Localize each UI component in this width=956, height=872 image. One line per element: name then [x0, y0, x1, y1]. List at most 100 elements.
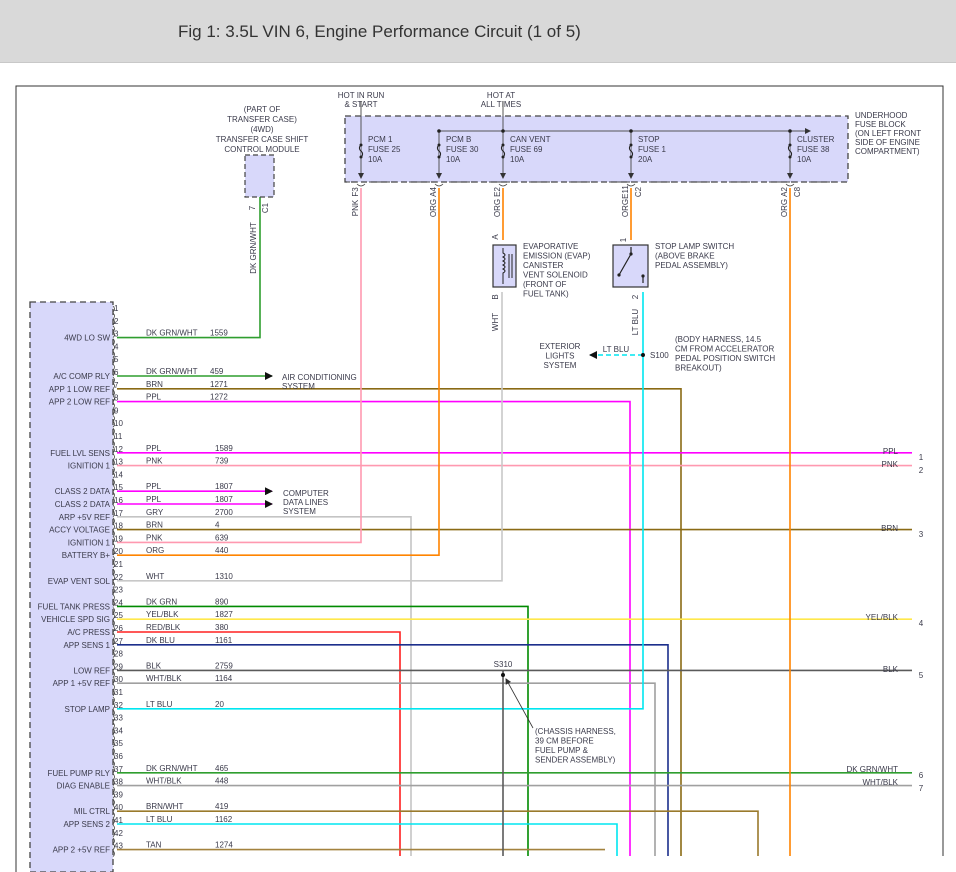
- pin-connector-mark: [112, 740, 115, 755]
- s310-location-label: SENDER ASSEMBLY): [535, 756, 616, 765]
- fuse-terminal-dot: [359, 155, 363, 159]
- ac-system-label: SYSTEM: [282, 382, 315, 391]
- fuse-rating: 10A: [446, 155, 461, 164]
- circuit-number: 1827: [215, 610, 233, 619]
- pin-number: 42: [114, 829, 123, 838]
- s310-leader-arrow: [505, 678, 534, 729]
- wire-color-label: DK GRN/WHT: [146, 764, 198, 773]
- wire-pin-40: [117, 810, 759, 856]
- pin-number: 11: [114, 432, 123, 441]
- evap-solenoid-label: FUEL TANK): [523, 290, 569, 299]
- s310-location-label: 39 CM BEFORE: [535, 737, 594, 746]
- pin-number: 41: [114, 816, 123, 825]
- pin-number: 15: [114, 483, 123, 492]
- pin-label: CLASS 2 DATA: [55, 500, 111, 509]
- hot-at-all-times-label: HOT AT: [487, 91, 515, 100]
- transfer-case-module-label: TRANSFER CASE): [227, 115, 297, 124]
- right-connector-number: 5: [919, 671, 924, 680]
- fuse-terminal-dot: [629, 143, 633, 147]
- pin-number: 34: [114, 726, 123, 735]
- pin-connector-mark: [112, 484, 115, 499]
- pin-number: 28: [114, 650, 123, 659]
- right-connector-number: 7: [919, 784, 924, 793]
- underhood-fuse-block: [344, 115, 849, 183]
- pin-number: 13: [114, 458, 123, 467]
- fuse-name: PCM B: [446, 135, 471, 144]
- connector-mark: [498, 183, 508, 187]
- exterior-lights-system-label: LIGHTS: [546, 352, 575, 361]
- exterior-lights-system-label: EXTERIOR: [540, 342, 581, 351]
- pin-connector-mark: [112, 766, 115, 781]
- fuse-terminal-label: E2: [493, 187, 502, 197]
- pin-connector-mark: [112, 689, 115, 704]
- pin-label: STOP LAMP: [65, 705, 111, 714]
- switch-dot: [629, 252, 633, 256]
- wire-pin-17: [117, 516, 412, 856]
- fuse-number: FUSE 69: [510, 145, 543, 154]
- stop-switch-pin-1: 1: [619, 237, 628, 242]
- pin-number: 14: [114, 470, 123, 479]
- fuse-connector-label: C2: [634, 186, 643, 197]
- circuit-number: 1310: [215, 572, 233, 581]
- pin-connector-mark: [112, 651, 115, 665]
- pin-connector-mark: [112, 369, 115, 384]
- circuit-number: 2759: [215, 661, 233, 670]
- fuse-number: FUSE 30: [446, 145, 479, 154]
- evap-solenoid-label: EVAPORATIVE: [523, 242, 578, 251]
- fuse-wire-label: ORG: [621, 199, 630, 217]
- fuse-terminal-dot: [501, 143, 505, 147]
- pin-number: 7: [114, 381, 119, 390]
- pin-connector-mark: [112, 459, 115, 473]
- pin-connector-mark: [112, 561, 115, 576]
- circuit-number: 1164: [215, 674, 233, 683]
- wire-color-label: DK BLU: [146, 636, 175, 645]
- evap-wire-label: WHT: [491, 313, 500, 331]
- pin-number: 23: [114, 586, 123, 595]
- pin-connector-mark: [112, 395, 115, 409]
- pin-connector-mark: [112, 356, 115, 371]
- circuit-number: 380: [215, 623, 229, 632]
- wire-color-label: BRN: [146, 521, 163, 530]
- evap-solenoid-label: VENT SOLENOID: [523, 271, 588, 280]
- fuse-wire-label: ORG: [780, 199, 789, 217]
- right-connector-wire-label: PNK: [882, 460, 899, 469]
- pin-number: 19: [114, 534, 123, 543]
- pin-number: 16: [114, 496, 123, 505]
- s310-location-label: FUEL PUMP &: [535, 746, 589, 755]
- connector-mark: [785, 183, 795, 187]
- stop-lamp-switch-label: (ABOVE BRAKE: [655, 252, 715, 261]
- bus-junction-dot: [629, 129, 633, 133]
- solenoid-coil-icon: [501, 248, 513, 284]
- circuit-number: 1271: [210, 380, 228, 389]
- pin-label: FUEL PUMP RLY: [47, 769, 110, 778]
- stop-lamp-switch-label: STOP LAMP SWITCH: [655, 242, 734, 251]
- pin-connector-mark: [112, 536, 115, 550]
- pin-label: CLASS 2 DATA: [55, 487, 111, 496]
- fuse-block-label: COMPARTMENT): [855, 147, 920, 156]
- wire-color-label: PNK: [146, 533, 163, 542]
- circuit-number: 1589: [215, 444, 233, 453]
- figure-title: Fig 1: 3.5L VIN 6, Engine Performance Ci…: [178, 22, 581, 41]
- fuse-rating: 10A: [368, 155, 383, 164]
- circuit-number: 20: [215, 700, 224, 709]
- s310-splice-dot: [501, 673, 505, 677]
- stop-switch-wire-label: LT BLU: [631, 309, 640, 336]
- pin-connector-mark: [112, 382, 115, 397]
- pin-number: 25: [114, 611, 123, 620]
- wire-color-label: RED/BLK: [146, 623, 181, 632]
- fuse-terminal-dot: [501, 155, 505, 159]
- pin-connector-mark: [112, 715, 115, 729]
- bus-junction-dot: [501, 129, 505, 133]
- wire-color-label: GRY: [146, 508, 164, 517]
- pin-label: 4WD LO SW: [64, 334, 110, 343]
- right-connector-number: 6: [919, 771, 924, 780]
- pin-label: IGNITION 1: [68, 462, 111, 471]
- circuit-number: 639: [215, 533, 229, 542]
- pin-label: ARP +5V REF: [59, 513, 110, 522]
- circuit-number: 739: [215, 457, 229, 466]
- wire-color-label: PPL: [146, 495, 162, 504]
- pcm-module-box: [29, 301, 114, 872]
- pin-connector-mark: [112, 472, 115, 486]
- circuit-number: 1272: [210, 393, 228, 402]
